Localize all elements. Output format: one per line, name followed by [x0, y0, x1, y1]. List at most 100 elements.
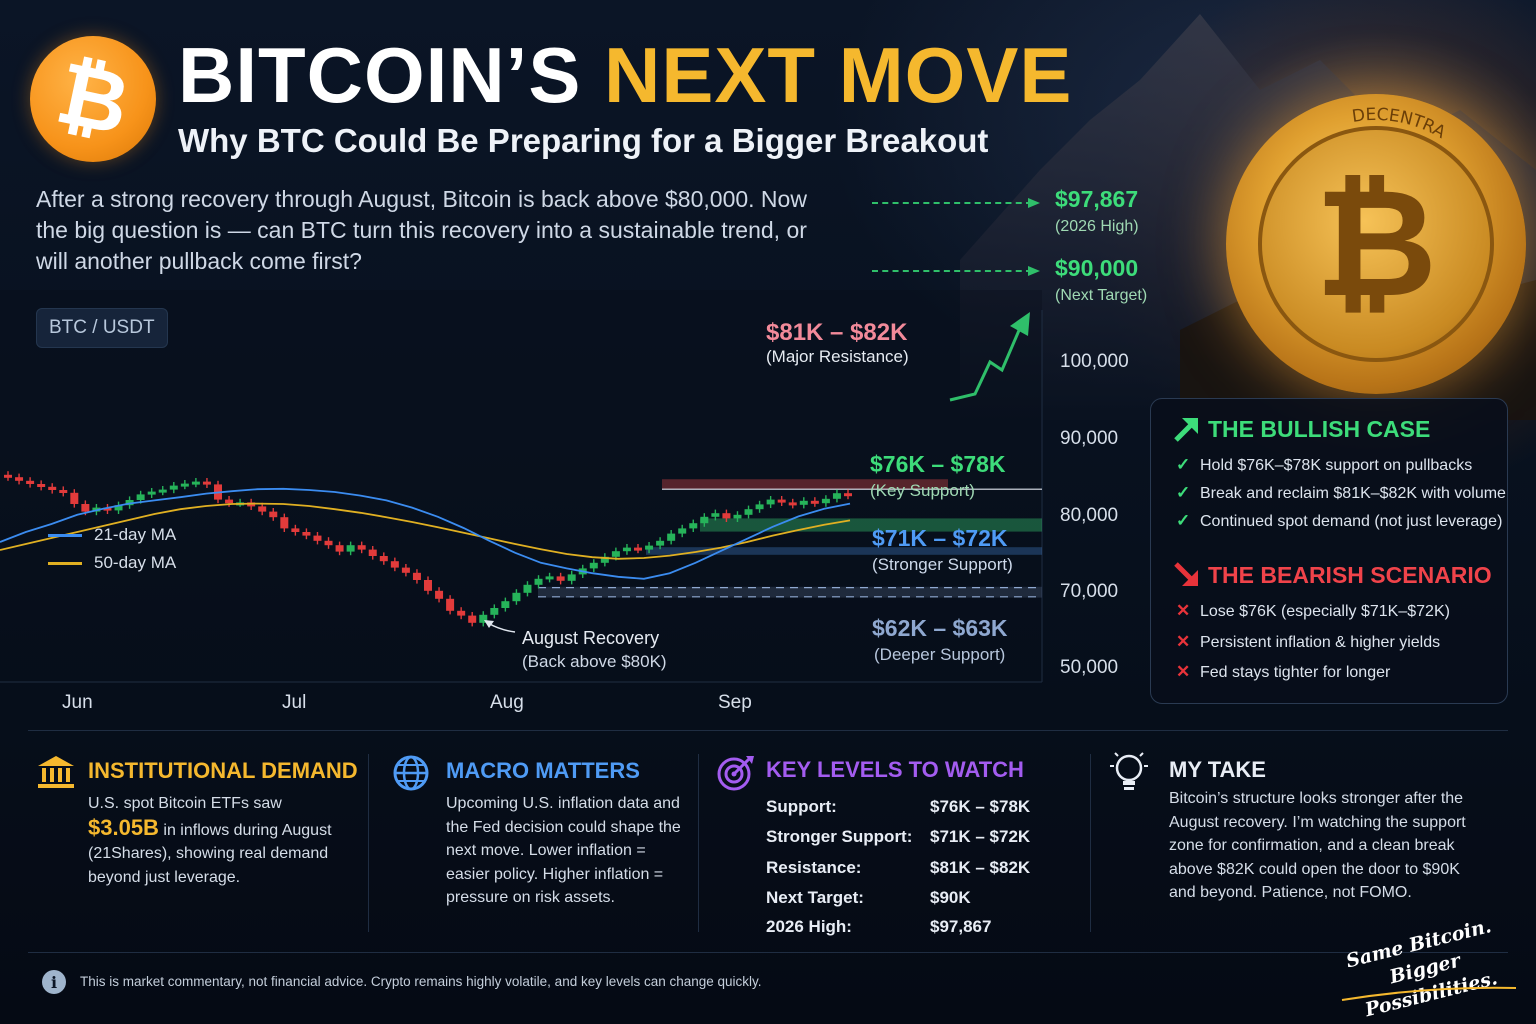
candle [600, 556, 609, 563]
x-icon: ✕ [1176, 662, 1191, 681]
annotation-note: (Back above $80K) [522, 652, 667, 671]
zone-label-deeper-support: $62K – $63K [872, 615, 1008, 641]
key-level-value: $90K [930, 888, 971, 907]
zone-resistance [662, 479, 948, 490]
candle [401, 567, 410, 573]
zone-deeper-support [538, 586, 1042, 598]
legend-swatch-ma21 [48, 533, 82, 537]
key-level-label: Stronger Support: [766, 827, 913, 846]
candle [523, 584, 532, 593]
candle [534, 578, 543, 585]
macro-title: MACRO MATTERS [446, 758, 640, 783]
key-levels-title: KEY LEVELS TO WATCH [766, 757, 1024, 782]
candle [324, 540, 333, 546]
candle [689, 523, 698, 529]
arrow-up-right-icon [1174, 418, 1198, 442]
ma21-line [0, 487, 851, 580]
y-tick-label: 90,000 [1060, 428, 1118, 449]
bullish-item: ✓ Continued spot demand (not just leverag… [1176, 511, 1503, 530]
candle [678, 528, 687, 534]
arrow-right-icon [1028, 266, 1040, 276]
bullish-item: ✓ Hold $76K–$78K support on pullbacks [1176, 455, 1473, 474]
candle [424, 580, 432, 591]
candle [390, 561, 399, 568]
candle [832, 493, 841, 499]
coin-ring-text: DECENTRA [1351, 105, 1449, 143]
disclaimer: This is market commentary, not financial… [80, 974, 762, 989]
candle [313, 535, 322, 541]
ma50-line [0, 502, 851, 560]
candle [280, 517, 289, 529]
bearish-title: THE BEARISH SCENARIO [1208, 562, 1492, 588]
candle [821, 498, 830, 504]
candle [457, 610, 466, 616]
candle [844, 493, 852, 497]
signature-underline [1341, 986, 1517, 1001]
y-tick-label: 100,000 [1060, 351, 1129, 372]
candle [158, 489, 167, 493]
target-line-2026-high [872, 202, 1032, 204]
candle [412, 572, 421, 580]
column-divider [368, 754, 369, 932]
candle [479, 614, 488, 623]
x-icon: ✕ [1176, 632, 1191, 651]
bearish-item: ✕ Lose $76K (especially $71K–$72K) [1176, 601, 1450, 620]
candle [225, 499, 234, 504]
candle [59, 490, 68, 493]
x-tick-label: Jun [62, 692, 93, 713]
globe-icon [393, 755, 429, 791]
candle [269, 511, 278, 518]
key-level-label: Support: [766, 797, 837, 816]
x-tick-label: Sep [718, 692, 752, 713]
page-subtitle: Why BTC Could Be Preparing for a Bigger … [178, 122, 989, 159]
candle [766, 499, 775, 505]
zone-stronger-support [646, 547, 1042, 555]
candle [799, 500, 808, 505]
candle [15, 477, 24, 481]
intro-paragraph: After a strong recovery through August, … [36, 186, 807, 274]
candle [567, 574, 576, 581]
x-tick-label: Jul [282, 692, 306, 713]
annotation-arrowhead-icon [484, 620, 494, 628]
scenario-panel [1150, 398, 1508, 704]
breakout-arrowhead-icon [1010, 312, 1030, 336]
key-level-value: $97,867 [930, 917, 992, 936]
key-level-label: Next Target: [766, 888, 864, 907]
candle [611, 551, 620, 557]
check-icon: ✓ [1176, 455, 1191, 474]
legend-ma21: 21-day MA [48, 525, 176, 545]
x-icon: ✕ [1176, 601, 1191, 620]
candle [490, 608, 499, 615]
candle [711, 513, 720, 517]
target-icon [717, 756, 754, 791]
zone-label-stronger-support: $71K – $72K [872, 525, 1008, 551]
candle [733, 514, 742, 519]
candle [48, 486, 57, 490]
candle [634, 547, 642, 551]
key-level-value: $81K – $82K [930, 858, 1031, 877]
candle [744, 509, 753, 515]
bitcoin-logo-icon: ₿ [30, 36, 156, 162]
arrow-down-right-icon [1174, 562, 1198, 586]
section-divider [28, 730, 1508, 731]
institutional-text: U.S. spot Bitcoin ETFs saw $3.05B in inf… [88, 795, 332, 886]
candle [258, 506, 267, 512]
info-icon: i [42, 970, 66, 994]
x-tick-label: Aug [490, 692, 524, 713]
footer-divider [28, 952, 1508, 953]
pair-badge: BTC / USDT [36, 308, 168, 348]
candle [180, 483, 189, 487]
candle [4, 474, 12, 478]
candle [202, 481, 211, 485]
zone-label-key-support: $76K – $78K [870, 451, 1006, 477]
check-icon: ✓ [1176, 483, 1191, 502]
candle [291, 528, 300, 532]
candle [114, 505, 123, 511]
target-next-value: $90,000 [1055, 255, 1139, 281]
title-white: BITCOIN’S [178, 31, 582, 119]
candle [556, 576, 565, 581]
target-2026-high-value: $97,867 [1055, 186, 1139, 212]
candle [788, 502, 797, 506]
candle [468, 615, 477, 623]
target-line-next [872, 270, 1032, 272]
